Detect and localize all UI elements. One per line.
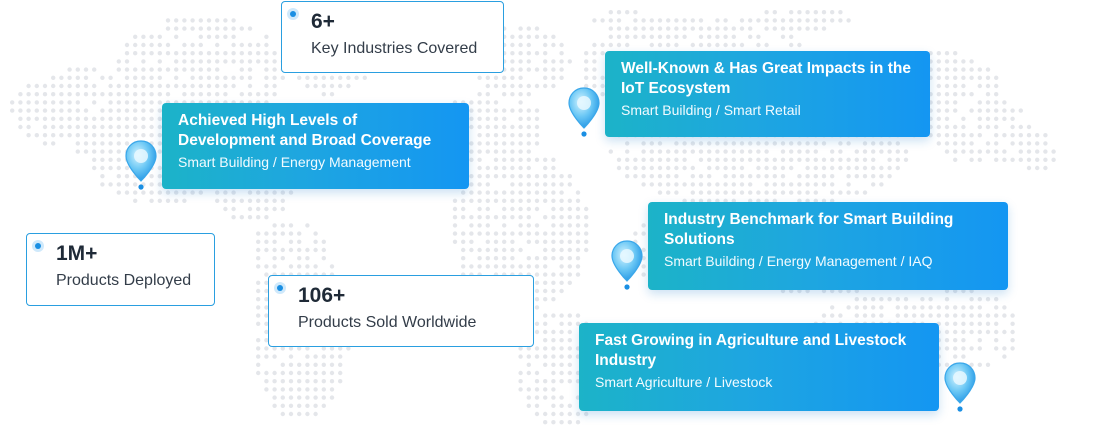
stat-card-key-industries: 6+ Key Industries Covered [281, 1, 504, 73]
stat-card-products-deployed: 1M+ Products Deployed [26, 233, 215, 306]
location-pin-icon [125, 140, 157, 190]
stat-value: 106+ [298, 284, 346, 307]
highlight-subtitle: Smart Building / Smart Retail [621, 102, 801, 118]
location-pin-icon [568, 87, 600, 137]
highlight-card-development: Achieved High Levels of Development and … [162, 103, 469, 189]
highlight-title: Industry Benchmark for Smart Building So… [664, 211, 954, 248]
location-pin-icon [611, 240, 643, 290]
highlight-card-smart-building: Industry Benchmark for Smart Building So… [648, 202, 1008, 290]
highlight-card-iot-ecosystem: Well-Known & Has Great Impacts in the Io… [605, 51, 930, 137]
bullet-dot-icon [277, 285, 283, 291]
stat-value: 1M+ [56, 242, 98, 265]
stat-label: Products Deployed [56, 272, 192, 289]
highlight-subtitle: Smart Building / Energy Management [178, 154, 411, 170]
location-pin-icon [944, 362, 976, 412]
highlight-title: Well-Known & Has Great Impacts in the Io… [621, 60, 911, 97]
highlight-card-agriculture: Fast Growing in Agriculture and Livestoc… [579, 323, 939, 411]
highlight-subtitle: Smart Building / Energy Management / IAQ [664, 253, 933, 269]
highlight-title: Fast Growing in Agriculture and Livestoc… [595, 332, 907, 369]
stat-label: Key Industries Covered [311, 40, 478, 57]
stat-value: 6+ [311, 10, 335, 33]
stat-card-products-sold: 106+ Products Sold Worldwide [268, 275, 534, 347]
highlight-subtitle: Smart Agriculture / Livestock [595, 374, 773, 390]
bullet-dot-icon [35, 243, 41, 249]
stat-label: Products Sold Worldwide [298, 314, 477, 331]
highlight-title: Achieved High Levels of Development and … [178, 112, 432, 149]
bullet-dot-icon [290, 11, 296, 17]
